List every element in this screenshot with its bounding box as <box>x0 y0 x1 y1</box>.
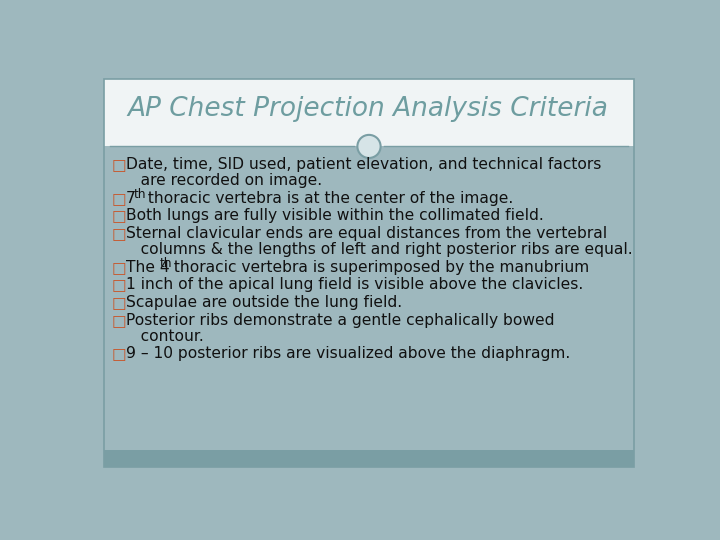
Text: □: □ <box>112 346 126 361</box>
Text: □: □ <box>112 208 126 224</box>
Circle shape <box>357 135 381 158</box>
Text: contour.: contour. <box>126 328 204 343</box>
Text: □: □ <box>112 313 126 328</box>
Text: □: □ <box>112 278 126 292</box>
Text: Date, time, SID used, patient elevation, and technical factors: Date, time, SID used, patient elevation,… <box>126 157 601 172</box>
Text: Posterior ribs demonstrate a gentle cephalically bowed: Posterior ribs demonstrate a gentle ceph… <box>126 313 554 328</box>
Text: th: th <box>133 188 146 201</box>
Text: th: th <box>160 257 172 270</box>
Text: The 4: The 4 <box>126 260 169 275</box>
Text: thoracic vertebra is superimposed by the manubrium: thoracic vertebra is superimposed by the… <box>169 260 590 275</box>
Text: 9 – 10 posterior ribs are visualized above the diaphragm.: 9 – 10 posterior ribs are visualized abo… <box>126 346 570 361</box>
Text: columns & the lengths of left and right posterior ribs are equal.: columns & the lengths of left and right … <box>126 242 632 257</box>
Text: 7: 7 <box>126 191 135 206</box>
Text: □: □ <box>112 295 126 310</box>
Text: □: □ <box>112 260 126 275</box>
Text: 1 inch of the apical lung field is visible above the clavicles.: 1 inch of the apical lung field is visib… <box>126 278 583 292</box>
Text: are recorded on image.: are recorded on image. <box>126 173 322 188</box>
Text: AP Chest Projection Analysis Criteria: AP Chest Projection Analysis Criteria <box>127 97 608 123</box>
Text: □: □ <box>112 191 126 206</box>
Text: thoracic vertebra is at the center of the image.: thoracic vertebra is at the center of th… <box>143 191 513 206</box>
Text: Scapulae are outside the lung field.: Scapulae are outside the lung field. <box>126 295 402 310</box>
Text: □: □ <box>112 226 126 241</box>
Text: Sternal clavicular ends are equal distances from the vertebral: Sternal clavicular ends are equal distan… <box>126 226 607 241</box>
Text: □: □ <box>112 157 126 172</box>
Text: Both lungs are fully visible within the collimated field.: Both lungs are fully visible within the … <box>126 208 544 224</box>
FancyBboxPatch shape <box>104 79 634 146</box>
FancyBboxPatch shape <box>104 450 634 467</box>
